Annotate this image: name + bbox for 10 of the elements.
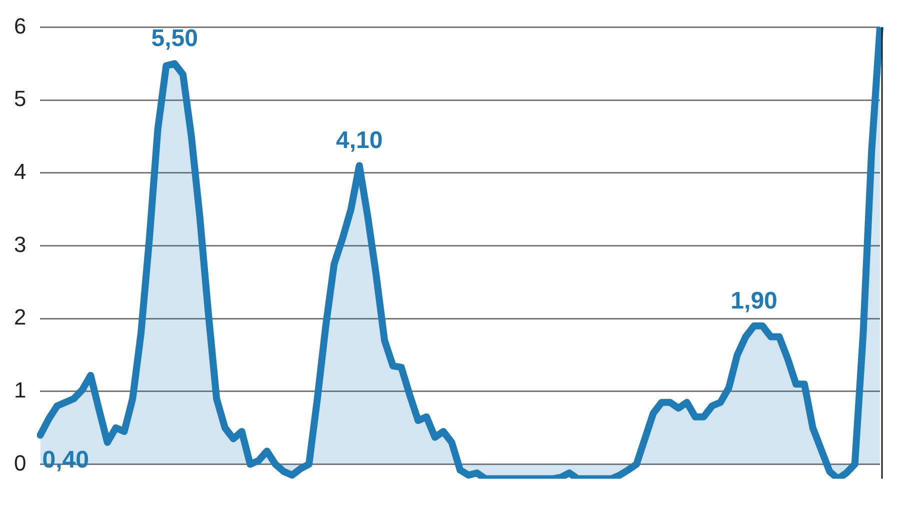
y-tick-label: 6 [14,13,26,38]
y-tick-label: 1 [14,377,26,402]
y-tick-label: 2 [14,304,26,330]
data-label: 1,90 [730,287,778,314]
y-tick-label: 3 [14,232,26,257]
data-label: 5,50 [151,25,198,52]
y-tick-label: 4 [14,158,26,184]
y-tick-label: 0 [14,450,26,476]
y-tick-label: 5 [14,86,26,112]
data-label: 4,10 [336,127,383,154]
